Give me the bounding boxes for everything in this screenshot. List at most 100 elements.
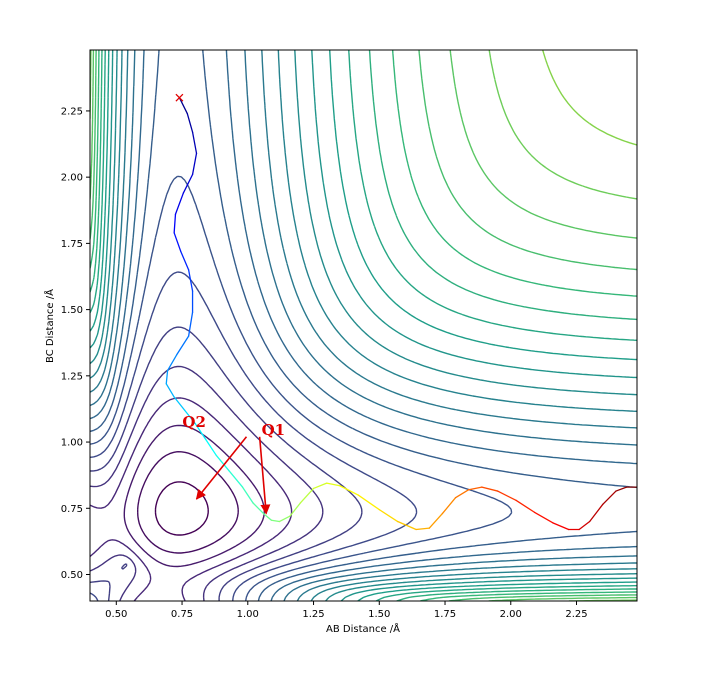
trajectory-segment (178, 97, 188, 115)
trajectory-segment (428, 512, 444, 529)
x-tick-label: 0.75 (171, 609, 193, 620)
contour-line (90, 326, 363, 601)
trajectory-segment (187, 269, 194, 292)
contour-line (90, 50, 637, 601)
trajectory-segment (312, 482, 328, 490)
trajectory-segment (278, 515, 291, 523)
trajectory-segment (165, 369, 169, 385)
trajectory-segment (326, 482, 341, 487)
trajectory-segment (339, 485, 359, 496)
x-tick-label: 2.00 (500, 609, 522, 620)
y-tick-label: 0.50 (61, 570, 83, 581)
plot-frame (89, 49, 638, 602)
contour-line (90, 50, 637, 601)
trajectory-segment (187, 311, 194, 337)
contour-line (90, 50, 637, 601)
trajectory-segment (191, 152, 198, 176)
contour-line (90, 50, 637, 601)
trajectory-segment (184, 409, 196, 425)
x-tick-label: 1.75 (434, 609, 456, 620)
y-tick-label: 2.25 (61, 106, 83, 117)
trajectory-segment (270, 519, 280, 523)
y-tick-label: 1.75 (61, 239, 83, 250)
trajectory-segment (241, 486, 254, 504)
y-tick-label: 1.00 (61, 438, 83, 449)
contour-line (90, 50, 637, 601)
annotations: Q1 Q2 (182, 413, 286, 515)
trajectory-segment (454, 489, 470, 499)
trajectory-segment (515, 499, 536, 513)
x-tick-label: 1.00 (237, 609, 259, 620)
trajectory-path (165, 97, 637, 531)
contour-line (90, 50, 637, 601)
y-tick-label: 1.50 (61, 305, 83, 316)
trajectory-segment (186, 112, 194, 133)
contour-line (154, 481, 209, 536)
contour-line (542, 50, 637, 146)
start-x-mark (175, 93, 184, 102)
x-tick-label: 1.25 (302, 609, 324, 620)
contour-line (137, 451, 239, 554)
trajectory-segment (191, 131, 198, 154)
trajectory-segment (166, 353, 178, 372)
trajectory-segment (173, 396, 186, 411)
trajectory-segment (378, 508, 399, 523)
trajectory-segment (496, 490, 517, 501)
trajectory-segment (589, 503, 604, 523)
trajectory-segment (552, 522, 570, 531)
trajectory-segment (397, 520, 417, 531)
trajectory-segment (357, 494, 380, 511)
q1-label: Q1 (262, 421, 286, 439)
trajectory-segment (228, 470, 244, 488)
y-tick-label: 1.25 (61, 371, 83, 382)
trajectory-segment (533, 511, 554, 524)
contour-line (90, 50, 637, 601)
trajectory-segment (182, 173, 194, 194)
trajectory-segment (176, 335, 190, 356)
contour-line (90, 271, 418, 601)
y-tick-label: 0.75 (61, 504, 83, 515)
trajectory-segment (205, 438, 217, 456)
contour-line (123, 424, 265, 568)
trajectory-segment (174, 192, 185, 215)
contour-line (90, 50, 637, 601)
trajectory-segment (615, 486, 628, 492)
trajectory-segment (173, 232, 182, 252)
start-marker (175, 93, 184, 102)
trajectory-segment (173, 213, 177, 234)
trajectory-segment (165, 383, 175, 398)
contour-line (90, 50, 637, 601)
contour-line (90, 50, 637, 601)
q2-label: Q2 (182, 413, 206, 431)
trajectory-segment (578, 520, 591, 531)
x-tick-label: 1.50 (368, 609, 390, 620)
trajectory-segment (602, 490, 617, 505)
trajectory-segment (180, 250, 190, 271)
contour-line (90, 365, 324, 601)
trajectory-segment (415, 527, 430, 531)
y-axis-ticks: 0.50 0.75 1.00 1.25 1.50 1.75 2.00 2.25 (61, 106, 90, 581)
trajectory-segment (299, 487, 315, 504)
trajectory-segment (262, 512, 273, 521)
contour-lines (90, 50, 637, 601)
trajectory-segment (468, 486, 483, 491)
trajectory-segment (289, 502, 302, 517)
trajectory-segment (481, 486, 499, 492)
y-tick-label: 2.00 (61, 173, 83, 184)
x-axis-label: AB Distance /Å (326, 622, 400, 635)
q2-arrow (195, 436, 248, 500)
trajectory-segment (252, 502, 265, 515)
y-axis-label: BC Distance /Å (43, 289, 56, 363)
q1-arrow (258, 436, 271, 515)
contour-line (90, 50, 637, 601)
trajectory-segment (441, 497, 457, 515)
x-tick-label: 0.50 (105, 609, 127, 620)
contour-line (90, 50, 637, 601)
trajectory-segment (215, 454, 231, 472)
contour-line (90, 50, 637, 601)
x-axis-ticks: 0.50 0.75 1.00 1.25 1.50 1.75 2.00 2.25 (105, 601, 588, 620)
trajectory-segment (194, 422, 207, 441)
contour-line (90, 50, 637, 601)
x-tick-label: 2.25 (565, 609, 587, 620)
